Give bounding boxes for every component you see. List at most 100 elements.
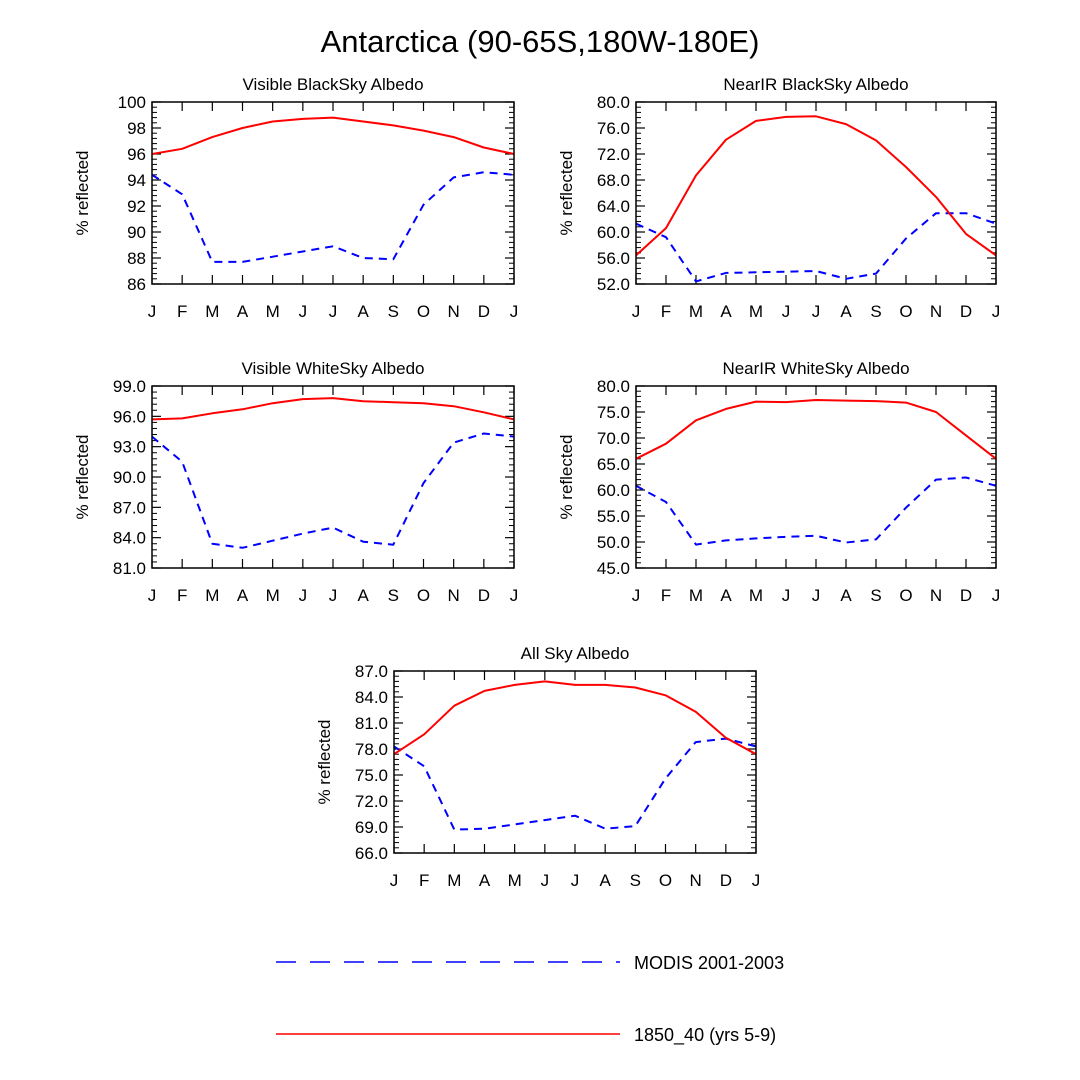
- x-tick-label: O: [417, 586, 430, 605]
- y-axis-label: % reflected: [73, 150, 92, 235]
- series-line-modis: [636, 212, 996, 283]
- y-tick-label: 90.0: [113, 468, 146, 487]
- x-tick-label: A: [237, 586, 249, 605]
- x-tick-label: J: [541, 871, 550, 890]
- y-tick-label: 75.0: [597, 403, 630, 422]
- x-tick-label: J: [329, 586, 338, 605]
- x-tick-label: J: [632, 586, 641, 605]
- x-tick-label: A: [840, 586, 852, 605]
- x-tick-label: J: [812, 302, 821, 321]
- y-tick-label: 96: [127, 145, 146, 164]
- x-tick-label: N: [448, 586, 460, 605]
- x-tick-label: D: [960, 586, 972, 605]
- y-tick-label: 68.0: [597, 171, 630, 190]
- x-tick-label: J: [782, 586, 791, 605]
- x-tick-label: J: [299, 302, 308, 321]
- x-tick-label: N: [930, 302, 942, 321]
- x-tick-label: A: [840, 302, 852, 321]
- y-tick-label: 55.0: [597, 507, 630, 526]
- x-tick-label: A: [720, 302, 732, 321]
- plot-frame: [393, 670, 757, 854]
- x-tick-label: A: [357, 302, 369, 321]
- y-tick-label: 90: [127, 223, 146, 242]
- x-tick-label: J: [299, 586, 308, 605]
- y-tick-label: 72.0: [355, 792, 388, 811]
- panel-title: NearIR BlackSky Albedo: [723, 75, 908, 94]
- chart-panel-1: Visible BlackSky Albedo % reflected 86 88 90…: [73, 75, 518, 321]
- y-tick-label: 98: [127, 119, 146, 138]
- y-tick-label: 75.0: [355, 766, 388, 785]
- series-line-model: [152, 397, 514, 421]
- chart-panels: Visible BlackSky Albedo % reflected 86 88 90…: [73, 75, 1000, 890]
- x-tick-label: J: [571, 871, 580, 890]
- x-tick-label: M: [508, 871, 522, 890]
- y-tick-label: 80.0: [597, 377, 630, 396]
- series-line-model: [636, 399, 996, 460]
- y-tick-label: 69.0: [355, 818, 388, 837]
- y-tick-label: 87.0: [113, 498, 146, 517]
- x-tick-label: J: [992, 586, 1001, 605]
- plot-frame: [635, 101, 997, 285]
- x-tick-label: S: [388, 302, 399, 321]
- x-tick-label: F: [661, 586, 671, 605]
- y-tick-label: 56.0: [597, 249, 630, 268]
- chart-panel-3: Visible WhiteSky Albedo % reflected 81.0 84…: [73, 359, 518, 605]
- plot-frame: [635, 385, 997, 569]
- x-tick-label: J: [812, 586, 821, 605]
- y-tick-label: 45.0: [597, 559, 630, 578]
- x-tick-label: N: [448, 302, 460, 321]
- y-tick-label: 60.0: [597, 223, 630, 242]
- series-line-modis: [152, 432, 514, 549]
- x-tick-label: F: [177, 302, 187, 321]
- y-tick-label: 100: [118, 93, 146, 112]
- x-tick-label: O: [899, 302, 912, 321]
- y-tick-label: 87.0: [355, 662, 388, 681]
- x-tick-label: J: [329, 302, 338, 321]
- y-tick-label: 81.0: [113, 559, 146, 578]
- series-line-modis: [636, 476, 996, 546]
- plot-frame: [151, 101, 515, 285]
- y-tick-label: 99.0: [113, 377, 146, 396]
- y-tick-label: 96.0: [113, 407, 146, 426]
- chart-panel-5: All Sky Albedo % reflected 66.0 69.0 72.0 75.…: [315, 644, 760, 890]
- x-tick-label: M: [689, 302, 703, 321]
- x-tick-label: M: [205, 302, 219, 321]
- y-tick-label: 60.0: [597, 481, 630, 500]
- x-tick-label: N: [930, 586, 942, 605]
- x-tick-label: M: [266, 586, 280, 605]
- x-tick-label: F: [661, 302, 671, 321]
- x-tick-label: M: [266, 302, 280, 321]
- series-line-modis: [394, 737, 756, 831]
- x-tick-label: M: [689, 586, 703, 605]
- x-tick-label: M: [447, 871, 461, 890]
- x-tick-label: D: [478, 586, 490, 605]
- y-tick-label: 52.0: [597, 275, 630, 294]
- y-tick-label: 88: [127, 249, 146, 268]
- x-tick-label: J: [510, 302, 519, 321]
- x-tick-label: O: [417, 302, 430, 321]
- y-tick-label: 50.0: [597, 533, 630, 552]
- panel-title: Visible BlackSky Albedo: [242, 75, 423, 94]
- x-tick-label: N: [690, 871, 702, 890]
- y-tick-label: 76.0: [597, 119, 630, 138]
- chart-panel-2: NearIR BlackSky Albedo % reflected 52.0 56.…: [557, 75, 1000, 321]
- series-line-model: [152, 116, 514, 155]
- figure-title: Antarctica (90-65S,180W-180E): [321, 24, 760, 59]
- x-tick-label: J: [510, 586, 519, 605]
- x-tick-label: J: [782, 302, 791, 321]
- x-tick-label: J: [632, 302, 641, 321]
- x-tick-label: A: [357, 586, 369, 605]
- panel-title: NearIR WhiteSky Albedo: [722, 359, 909, 378]
- y-tick-label: 93.0: [113, 438, 146, 457]
- x-tick-label: S: [870, 586, 881, 605]
- x-tick-label: J: [148, 302, 157, 321]
- x-tick-label: J: [390, 871, 399, 890]
- y-tick-label: 64.0: [597, 197, 630, 216]
- x-tick-label: S: [870, 302, 881, 321]
- x-tick-label: F: [419, 871, 429, 890]
- y-axis-label: % reflected: [557, 150, 576, 235]
- x-tick-label: A: [720, 586, 732, 605]
- y-axis-label: % reflected: [315, 719, 334, 804]
- x-tick-label: A: [237, 302, 249, 321]
